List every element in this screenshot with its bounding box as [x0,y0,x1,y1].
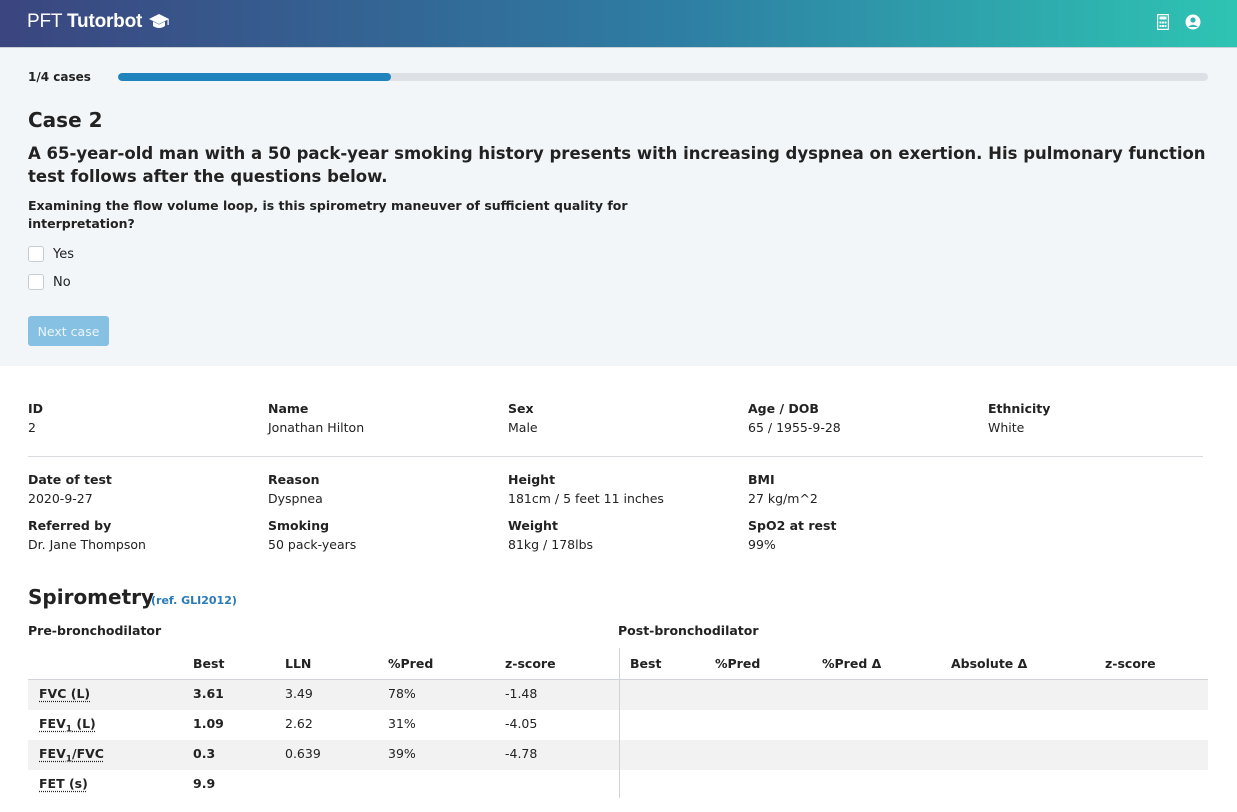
param-fev1-fvc[interactable]: FEV1/FVC [39,746,104,765]
height-value: 181cm / 5 feet 11 inches [508,491,664,506]
smoking-label: Smoking [268,518,330,533]
fev1-fvc-best: 0.3 [193,746,216,761]
spo2-label: SpO2 at rest [748,518,837,533]
post-bronchodilator-title: Post-bronchodilator [618,623,759,638]
table-row-bg [28,680,1208,710]
post-header-best: Best [630,656,662,671]
weight-label: Weight [508,518,558,533]
ethnicity-value: White [988,420,1025,435]
fev1-fvc-pred: 39% [388,746,416,761]
progress-fill [118,73,391,81]
param-fvc[interactable]: FVC (L) [39,686,91,701]
question-text: Examining the flow volume loop, is this … [28,198,628,231]
navbar: PFT Tutorbot [0,0,1237,48]
spirometry-title: Spirometry [28,585,155,609]
spirometry-reference[interactable]: (ref. GLI2012) [151,594,237,607]
name-label: Name [268,401,309,416]
option-yes-label[interactable]: Yes [53,246,74,262]
option-no[interactable]: No [28,273,71,291]
referred-value: Dr. Jane Thompson [28,537,146,552]
fvc-lln: 3.49 [285,686,313,701]
fet-best: 9.9 [193,776,216,791]
bmi-label: BMI [748,472,775,487]
pre-header-zscore: z-score [505,656,556,671]
height-label: Height [508,472,556,487]
age-value: 65 / 1955-9-28 [748,420,841,435]
id-label: ID [28,401,44,416]
param-fev1[interactable]: FEV1 (L) [39,716,96,735]
bmi-value: 27 kg/m^2 [748,491,818,506]
age-label: Age / DOB [748,401,819,416]
progress-bar [118,73,1208,81]
post-header-absolute-delta: Absolute Δ [951,656,1028,671]
spo2-value: 99% [748,537,776,552]
case-title: Case 2 [28,108,103,132]
pre-header-pred: %Pred [388,656,434,671]
post-header-pred: %Pred [715,656,761,671]
table-header-rule [28,679,1208,680]
weight-value: 81kg / 178lbs [508,537,594,552]
brand-bold: Tutorbot [67,11,143,32]
date-value: 2020-9-27 [28,491,93,506]
name-value: Jonathan Hilton [268,420,365,435]
option-no-checkbox[interactable] [28,274,44,290]
id-value: 2 [28,420,36,435]
post-header-pred-delta: %Pred Δ [822,656,882,671]
table-row-bg [28,740,1208,770]
fev1-best: 1.09 [193,716,224,731]
sex-value: Male [508,420,538,435]
sex-label: Sex [508,401,534,416]
option-no-label[interactable]: No [53,274,71,290]
case-panel [0,48,1237,366]
referred-label: Referred by [28,518,112,533]
fvc-pred: 78% [388,686,416,701]
pre-header-lln: LLN [285,656,312,671]
user-circle-icon[interactable] [1185,14,1201,30]
pre-header-best: Best [193,656,225,671]
date-label: Date of test [28,472,112,487]
param-fet[interactable]: FET (s) [39,776,88,791]
option-yes-checkbox[interactable] [28,246,44,262]
pre-bronchodilator-title: Pre-bronchodilator [28,623,162,638]
calculator-icon[interactable] [1157,14,1169,30]
brand-logo[interactable]: PFT Tutorbot [27,11,142,33]
fev1-zscore: -4.05 [505,716,538,731]
smoking-value: 50 pack-years [268,537,357,552]
option-yes[interactable]: Yes [28,245,74,263]
case-description: A 65-year-old man with a 50 pack-year sm… [28,144,1206,186]
graduation-cap-icon [149,14,169,28]
reason-value: Dyspnea [268,491,323,506]
ethnicity-label: Ethnicity [988,401,1051,416]
reason-label: Reason [268,472,320,487]
brand-light: PFT [27,11,62,32]
table-divider [619,648,620,798]
fev1-fvc-zscore: -4.78 [505,746,538,761]
info-divider [28,456,1203,457]
fev1-fvc-lln: 0.639 [285,746,321,761]
fev1-lln: 2.62 [285,716,313,731]
post-header-zscore: z-score [1105,656,1156,671]
fvc-zscore: -1.48 [505,686,538,701]
fev1-pred: 31% [388,716,416,731]
fvc-best: 3.61 [193,686,224,701]
next-case-button[interactable]: Next case [28,316,109,346]
progress-label: 1/4 cases [28,70,91,84]
